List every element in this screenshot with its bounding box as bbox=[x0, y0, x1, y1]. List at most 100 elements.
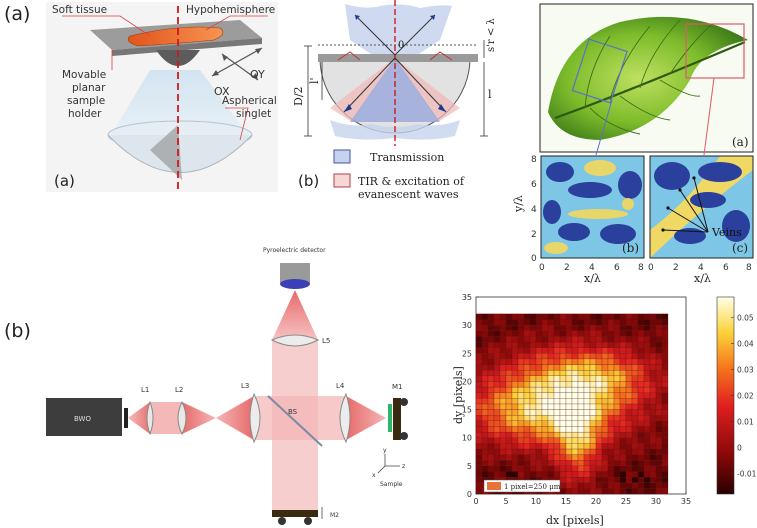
heatmap-legend-text: 1 pixel=250 μm bbox=[504, 483, 561, 491]
heatmap-cell bbox=[559, 482, 567, 489]
xtick-b-8: 8 bbox=[638, 263, 644, 273]
heatmap-cell bbox=[577, 415, 585, 421]
heatmap-cell bbox=[607, 370, 615, 376]
heatmap-cell bbox=[523, 431, 531, 438]
axis-ox-line bbox=[221, 53, 259, 81]
heatmap-cell bbox=[571, 364, 579, 371]
heatmap-cell bbox=[631, 330, 639, 337]
heatmap-cell bbox=[529, 353, 537, 360]
heatmap-cell bbox=[541, 431, 549, 438]
heatmap-cell bbox=[541, 381, 549, 388]
ytick-0: 0 bbox=[531, 254, 537, 264]
heatmap-cell bbox=[631, 364, 639, 371]
heatmap-cell bbox=[505, 392, 513, 399]
heatmap-cell bbox=[535, 443, 543, 450]
heatmap-cell bbox=[475, 448, 483, 455]
bwo-source bbox=[46, 398, 122, 436]
heatmap-cell bbox=[643, 415, 651, 421]
heatmap-cell bbox=[637, 482, 645, 489]
heatmap-cell bbox=[637, 358, 645, 365]
heatmap-cell bbox=[505, 454, 513, 461]
heatmap-cell bbox=[643, 476, 651, 483]
heatmap-cell bbox=[583, 420, 591, 427]
heatmap-cell bbox=[487, 336, 495, 343]
heatmap-cell bbox=[487, 431, 495, 438]
heatmap-cell bbox=[511, 443, 519, 450]
ray-lower-right bbox=[394, 57, 447, 113]
m2-knob-left bbox=[278, 517, 286, 525]
heatmap-cell bbox=[649, 482, 657, 489]
heatmap-cell bbox=[595, 392, 603, 399]
label-bs: BS bbox=[288, 408, 298, 416]
heatmap-cell bbox=[505, 420, 513, 427]
heatmap-cell bbox=[535, 460, 543, 466]
heatmap-cell bbox=[493, 353, 501, 360]
heatmap-cell bbox=[637, 325, 645, 331]
lens-l1 bbox=[146, 400, 154, 436]
heatmap-cell bbox=[661, 347, 669, 354]
heatmap-cell bbox=[655, 386, 663, 393]
heatmap-cell bbox=[493, 448, 501, 455]
panel-a1-tag: (a) bbox=[54, 172, 75, 190]
heatmap-cell bbox=[613, 319, 621, 326]
heatmap-cell bbox=[481, 381, 489, 388]
heatmap-cell bbox=[625, 460, 633, 466]
heatmap-cell bbox=[649, 476, 657, 483]
heatmap-cell bbox=[481, 471, 489, 478]
heatmap-cell bbox=[625, 448, 633, 455]
heatmap-cell bbox=[541, 370, 549, 376]
heatmap-cell bbox=[595, 409, 603, 416]
heatmap-cell bbox=[625, 370, 633, 376]
heatmap-cell bbox=[625, 375, 633, 382]
heatmap-cell bbox=[529, 420, 537, 427]
heatmap-cell bbox=[613, 341, 621, 348]
heatmap-cell bbox=[499, 313, 507, 320]
heatmap-cell bbox=[547, 443, 555, 450]
heatmap-cell bbox=[619, 488, 627, 495]
heatmap-cell bbox=[547, 437, 555, 444]
heatmap-cell bbox=[595, 364, 603, 371]
colorbar-tick-label: 0.03 bbox=[737, 366, 754, 375]
heatmap-cell bbox=[655, 426, 663, 433]
heatmap-legend-box bbox=[483, 479, 561, 493]
heatmap-cell bbox=[523, 353, 531, 360]
heatmap-cell bbox=[601, 341, 609, 348]
heatmap-cell bbox=[655, 482, 663, 489]
heatmap-cell bbox=[559, 392, 567, 399]
heatmap-cell bbox=[613, 364, 621, 371]
heatmap-cell bbox=[589, 319, 597, 326]
heatmap-cell bbox=[661, 465, 669, 472]
heatmap-cell bbox=[565, 392, 573, 399]
heatmap-cell bbox=[511, 437, 519, 444]
heatmap-cell bbox=[559, 358, 567, 365]
heatmap-cell bbox=[583, 325, 591, 331]
heatmap-cell bbox=[655, 358, 663, 365]
heatmap-cell bbox=[643, 409, 651, 416]
heatmap-cell bbox=[493, 443, 501, 450]
heatmap-cell bbox=[607, 465, 615, 472]
heatmap-cell bbox=[589, 313, 597, 320]
heatmap-cell bbox=[481, 437, 489, 444]
xtick-b-2: 2 bbox=[564, 263, 570, 273]
heatmap-cell bbox=[517, 392, 525, 399]
heatmap-cell bbox=[589, 325, 597, 331]
heatmap-cell bbox=[535, 364, 543, 371]
heatmap-cell bbox=[511, 465, 519, 472]
heatmap-cell bbox=[559, 398, 567, 405]
panel-b1-setup: Pyroelectric detector BWO L1 L2 L3 L4 L5… bbox=[46, 247, 408, 525]
heatmap-cell bbox=[637, 431, 645, 438]
label-d2: D/2 bbox=[292, 86, 305, 106]
heatmap-cell bbox=[547, 375, 555, 382]
heatmap-cell bbox=[571, 482, 579, 489]
heatmap-cell bbox=[571, 488, 579, 495]
heatmap-cell bbox=[553, 454, 561, 461]
heatmap-cell bbox=[565, 319, 573, 326]
heatmap-cell bbox=[613, 415, 621, 421]
heatmap-cell bbox=[541, 325, 549, 331]
connector-b bbox=[595, 99, 613, 156]
heatmap-cell bbox=[625, 398, 633, 405]
xtick-b-6: 6 bbox=[614, 263, 620, 273]
heatmap-cell bbox=[577, 313, 585, 320]
heatmap-cell bbox=[559, 313, 567, 320]
heatmap-cell bbox=[631, 460, 639, 466]
